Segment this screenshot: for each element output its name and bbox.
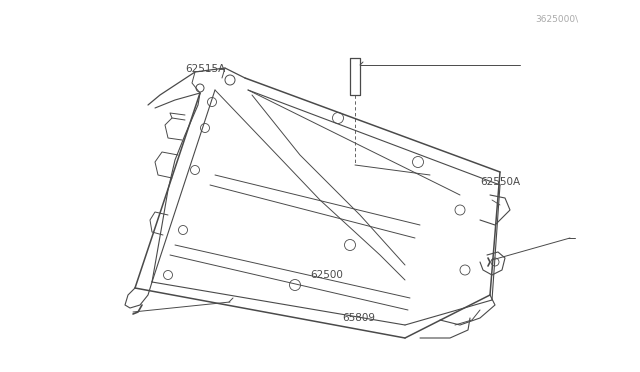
Text: 62515A: 62515A — [186, 64, 226, 74]
Text: 3625000\: 3625000\ — [535, 15, 579, 24]
Text: 65809: 65809 — [342, 313, 376, 323]
Text: 62500: 62500 — [310, 270, 343, 280]
Text: 62550A: 62550A — [480, 177, 520, 187]
